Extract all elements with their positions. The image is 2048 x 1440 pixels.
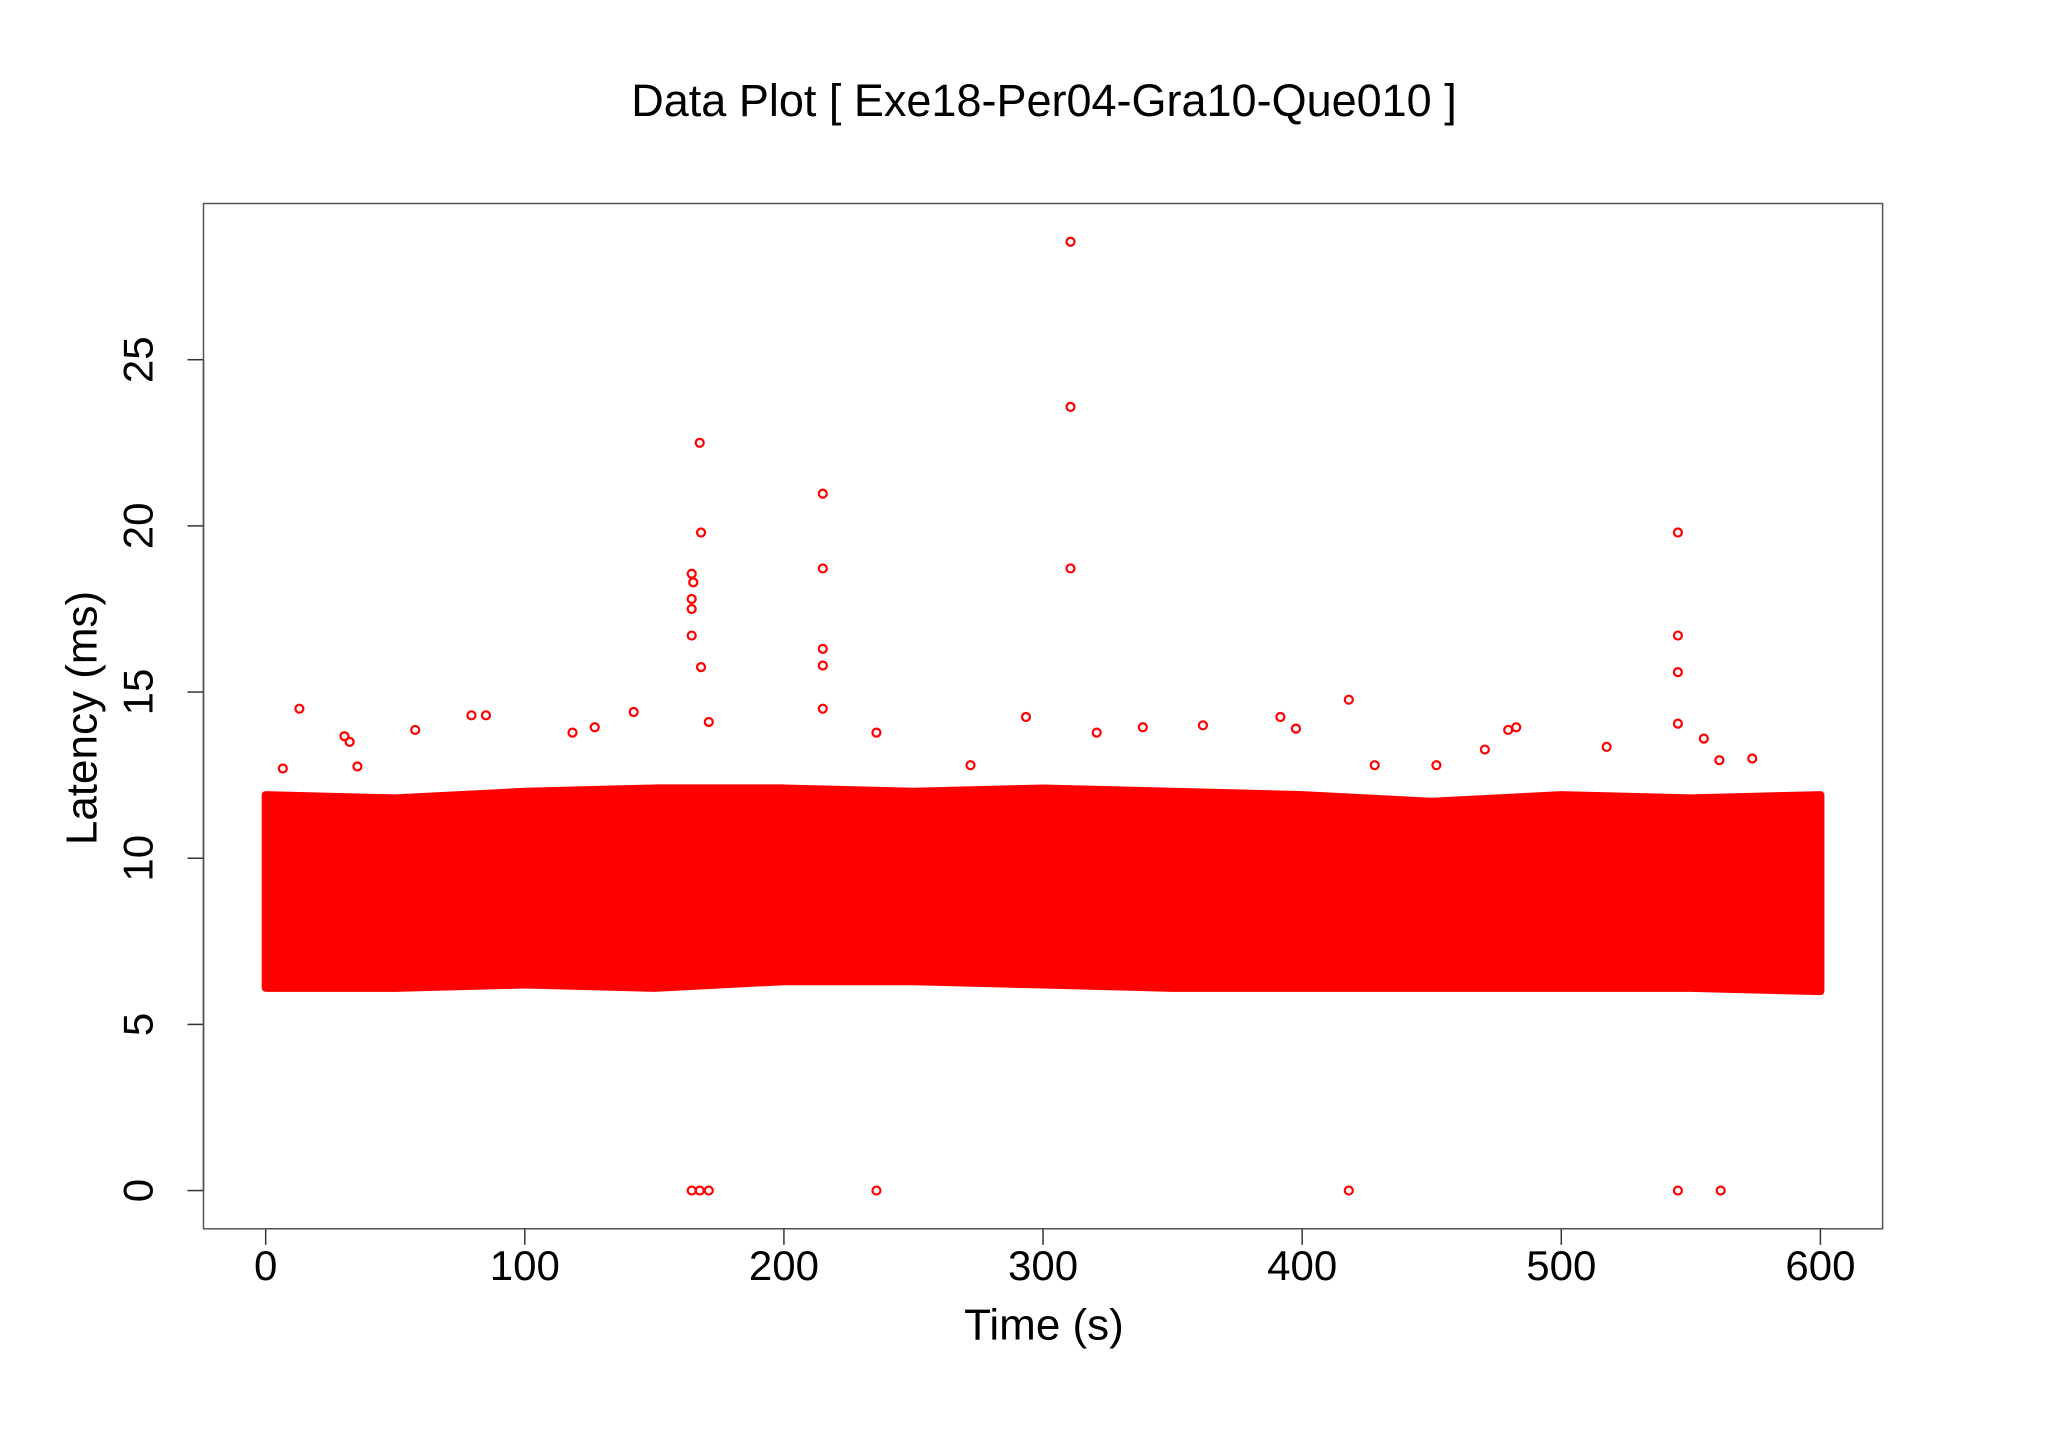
point	[1343, 694, 1354, 705]
point	[817, 488, 828, 499]
point	[1197, 720, 1209, 731]
point	[1431, 760, 1442, 771]
point	[1065, 401, 1076, 412]
y-tick-label: 5	[115, 1013, 162, 1036]
plot-frame	[202, 202, 1884, 1230]
point	[871, 727, 882, 738]
point	[1672, 1185, 1683, 1196]
point	[1479, 744, 1490, 755]
x-tick-label: 300	[1008, 1242, 1078, 1289]
point	[817, 563, 828, 574]
point	[1747, 753, 1758, 764]
x-tick-label: 0	[254, 1242, 277, 1289]
point	[344, 736, 355, 748]
point	[294, 703, 305, 714]
point	[1275, 711, 1286, 723]
point	[1672, 718, 1683, 729]
point	[1065, 563, 1076, 574]
point	[339, 731, 350, 742]
point	[1369, 760, 1380, 771]
point	[1137, 722, 1148, 733]
x-tick-label: 600	[1785, 1242, 1855, 1289]
point	[1503, 724, 1514, 736]
point	[589, 722, 600, 733]
point	[871, 1185, 882, 1196]
point	[1091, 727, 1102, 738]
point	[703, 1185, 714, 1196]
point	[1672, 527, 1683, 538]
x-tick-label: 100	[490, 1242, 560, 1289]
point	[410, 724, 421, 736]
point	[1715, 1185, 1726, 1196]
point	[695, 527, 707, 538]
point	[480, 710, 492, 721]
point	[1065, 236, 1076, 247]
x-tick-label: 500	[1526, 1242, 1596, 1289]
point	[277, 763, 288, 774]
point	[686, 593, 697, 605]
x-tick-label: 200	[749, 1242, 819, 1289]
point	[694, 437, 705, 448]
point	[1290, 723, 1302, 734]
y-tick-label: 20	[115, 503, 162, 550]
point	[466, 710, 477, 721]
point	[1714, 755, 1725, 766]
point	[817, 660, 828, 671]
point	[628, 706, 639, 718]
point	[686, 630, 697, 641]
point	[965, 760, 976, 771]
point	[1672, 630, 1683, 641]
y-tick-label: 10	[115, 835, 162, 882]
point	[695, 662, 707, 673]
point	[1672, 667, 1683, 678]
point	[352, 761, 363, 772]
point-cloud	[261, 784, 1825, 996]
point	[686, 603, 697, 615]
y-axis-label: Latency (ms)	[58, 591, 107, 845]
point	[567, 727, 578, 738]
y-tick-label: 15	[115, 669, 162, 716]
x-axis-label: Time (s)	[964, 1301, 1124, 1350]
point	[703, 716, 714, 728]
point	[817, 703, 828, 714]
point	[1601, 741, 1612, 752]
x-tick-label: 400	[1267, 1242, 1337, 1289]
point	[1020, 711, 1032, 723]
point	[1698, 733, 1709, 744]
y-tick-label: 25	[115, 336, 162, 383]
point	[688, 577, 699, 588]
point	[1343, 1185, 1354, 1196]
point	[817, 643, 828, 654]
y-tick-label: 0	[115, 1179, 162, 1202]
chart-title: Data Plot [ Exe18-Per04-Gra10-Que010 ]	[631, 75, 1456, 126]
